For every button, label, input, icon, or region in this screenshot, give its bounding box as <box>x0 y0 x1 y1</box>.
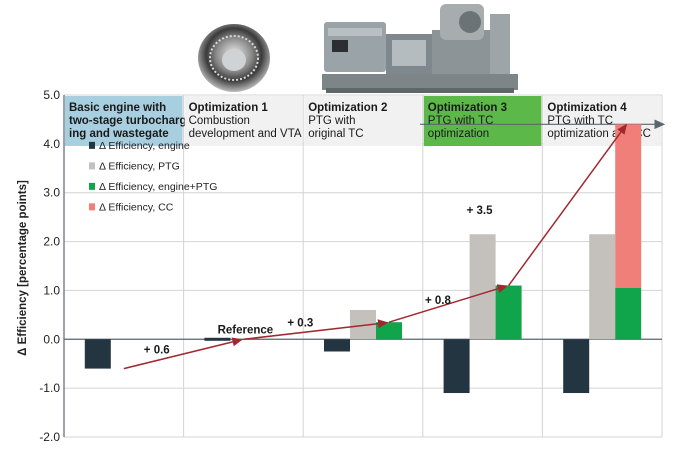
trend-arrow <box>507 123 628 286</box>
bar <box>84 339 111 369</box>
legend-label: Δ Efficiency, CC <box>99 201 174 213</box>
category-header-box <box>184 96 303 146</box>
category-header-box <box>543 96 661 146</box>
annotation-label: + 0.3 <box>287 318 313 330</box>
category-header-box <box>423 96 542 146</box>
category-header-title: Optimization 1 <box>189 102 269 114</box>
bar <box>443 339 470 394</box>
category-header-text: Basic engine with <box>69 102 166 114</box>
legend-label: Δ Efficiency, engine+PTG <box>99 181 217 193</box>
category-header-text: PTG with TC <box>428 115 494 127</box>
y-tick-label: 1.0 <box>43 283 60 297</box>
annotation-label: + 0.6 <box>144 344 170 356</box>
bar <box>589 234 616 340</box>
legend-label: Δ Efficiency, engine <box>99 140 190 152</box>
bar <box>469 234 496 340</box>
y-tick-label: -2.0 <box>39 430 60 444</box>
y-tick-label: 2.0 <box>43 235 60 249</box>
y-tick-label: 4.0 <box>43 137 60 151</box>
trend-arrow <box>123 337 243 370</box>
legend-swatch <box>89 203 95 211</box>
legend-label: Δ Efficiency, PTG <box>99 160 180 172</box>
annotation-label: + 3.5 <box>467 205 494 217</box>
bar <box>324 339 350 352</box>
bar <box>495 285 522 340</box>
category-header-text: Combustion <box>189 115 250 127</box>
category-header-text: PTG with TC <box>547 115 613 127</box>
y-tick-label: -1.0 <box>39 381 60 395</box>
category-header-text: two-stage turbocharg- <box>69 115 191 127</box>
category-header-box <box>65 96 183 146</box>
bar <box>376 322 402 340</box>
category-header-box <box>304 96 422 146</box>
annotation-label: + 0.8 <box>425 295 452 307</box>
bar <box>204 337 231 341</box>
engine-test-bench-photo <box>322 0 518 94</box>
y-tick-label: 3.0 <box>43 186 60 200</box>
bar-stacked <box>615 124 642 288</box>
category-header-text: original TC <box>308 128 363 140</box>
legend-swatch <box>89 141 95 149</box>
category-header-text: optimization <box>428 128 489 140</box>
turbocharger-photo <box>196 22 272 94</box>
legend-swatch <box>89 162 95 170</box>
category-header-text: ing and wastegate <box>69 128 169 140</box>
trend-arrow <box>243 319 389 341</box>
category-header-text: PTG with <box>308 115 355 127</box>
trend-arrow <box>388 284 509 323</box>
legend-swatch <box>89 182 95 190</box>
annotation-label: Reference <box>218 324 274 336</box>
y-tick-label: 0.0 <box>43 332 60 346</box>
bar <box>563 339 590 394</box>
y-axis-label: Δ Efficiency [percentage points] <box>17 180 29 356</box>
category-header-text: development and VTA <box>189 128 302 140</box>
category-header-title: Optimization 2 <box>308 102 387 114</box>
y-tick-label: 5.0 <box>43 88 60 102</box>
category-header-title: Optimization 4 <box>547 102 627 114</box>
bar <box>615 287 642 340</box>
category-header-title: Optimization 3 <box>428 102 507 114</box>
